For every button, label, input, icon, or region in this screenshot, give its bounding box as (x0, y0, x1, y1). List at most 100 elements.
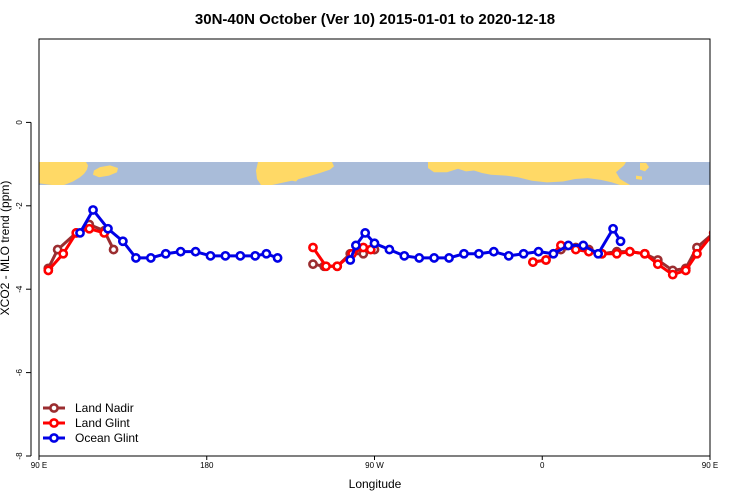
data-point-ocean-glint (518, 248, 529, 259)
data-point-ocean-glint (488, 246, 499, 257)
legend-item-land-nadir: Land Nadir (43, 401, 134, 415)
x-tick-label: 90 E (702, 461, 718, 470)
series-line-ocean-glint (719, 210, 750, 258)
x-axis-label: Longitude (349, 477, 402, 491)
data-point-land-glint (321, 261, 331, 272)
data-point-land-glint (708, 229, 710, 237)
data-point-land-nadir (708, 229, 710, 237)
land-mass (470, 163, 480, 168)
series-ocean-glint (75, 205, 750, 265)
data-point-land-glint (692, 248, 702, 259)
land-mass (39, 162, 88, 185)
data-point-ocean-glint (145, 253, 156, 263)
data-point-ocean-glint (250, 250, 261, 261)
legend-swatch-marker (49, 403, 59, 413)
data-point-land-glint (624, 246, 635, 257)
data-point-ocean-glint (205, 250, 216, 261)
data-point-ocean-glint (533, 246, 544, 257)
data-point-land-glint (358, 242, 369, 253)
legend-swatch-marker (49, 433, 59, 443)
data-point-ocean-glint (261, 248, 272, 259)
data-point-land-glint (611, 248, 622, 259)
data-point-ocean-glint (175, 246, 186, 257)
x-axis: 90 E 180 90 W 0 90 E (31, 456, 718, 470)
chart-title: 30N-40N October (Ver 10) 2015-01-01 to 2… (195, 11, 555, 28)
data-point-ocean-glint (723, 206, 730, 213)
land-mass (93, 165, 118, 178)
world-map-strip (39, 162, 710, 185)
data-point-ocean-glint (345, 255, 356, 265)
data-point-ocean-glint (75, 228, 85, 238)
data-point-ocean-glint (235, 250, 246, 261)
data-point-land-glint (541, 255, 551, 265)
land-mass (516, 162, 523, 167)
data-point-land-glint (667, 269, 678, 280)
y-tick-label: 0 (15, 120, 24, 125)
data-point-land-nadir (725, 221, 732, 228)
legend-label: Land Nadir (75, 401, 134, 415)
data-point-land-glint (570, 244, 581, 255)
data-point-land-glint (58, 248, 69, 259)
data-point-ocean-glint (399, 250, 410, 261)
data-point-ocean-glint (360, 228, 371, 238)
data-point-ocean-glint (444, 253, 454, 263)
legend-item-ocean-glint: Ocean Glint (43, 431, 139, 445)
data-point-ocean-glint (578, 240, 589, 251)
data-point-ocean-glint (503, 250, 514, 261)
data-point-ocean-glint (563, 240, 574, 251)
data-point-land-glint (528, 257, 538, 267)
legend-swatch-marker (49, 418, 59, 428)
data-point-ocean-glint (131, 253, 141, 263)
data-point-land-glint (652, 259, 663, 270)
data-point-ocean-glint (414, 253, 425, 263)
data-point-ocean-glint (117, 236, 128, 247)
x-tick-label: 90 W (365, 461, 384, 470)
land-mass (256, 162, 334, 185)
land-mass (428, 162, 630, 185)
land-mass (640, 162, 649, 172)
data-point-ocean-glint (88, 205, 98, 215)
series-layer (43, 205, 750, 280)
data-point-ocean-glint (593, 248, 604, 259)
data-point-land-glint (725, 223, 732, 230)
legend-label: Ocean Glint (75, 431, 139, 445)
data-point-ocean-glint (384, 244, 395, 255)
data-point-land-glint (738, 229, 745, 236)
data-point-ocean-glint (459, 248, 469, 259)
data-point-ocean-glint (350, 240, 361, 251)
x-tick-label: 0 (540, 461, 545, 470)
data-point-ocean-glint (429, 253, 440, 263)
data-point-land-glint (84, 223, 95, 234)
y-axis: 0 -2 -4 -6 -8 (15, 120, 32, 460)
data-point-land-nadir (108, 244, 119, 255)
y-tick-label: -8 (15, 452, 24, 460)
land-mass (288, 173, 300, 182)
data-point-ocean-glint (615, 236, 626, 247)
data-point-land-nadir (738, 227, 745, 234)
legend-item-land-glint: Land Glint (43, 416, 130, 430)
data-point-ocean-glint (220, 250, 231, 261)
data-point-land-glint (43, 265, 54, 276)
x-tick-label: 90 E (31, 461, 47, 470)
data-point-ocean-glint (103, 223, 113, 234)
land-mass (636, 175, 642, 180)
series-land-nadir (43, 219, 745, 276)
data-point-ocean-glint (473, 248, 484, 259)
data-point-ocean-glint (716, 229, 723, 236)
y-tick-label: -6 (15, 368, 24, 376)
data-point-ocean-glint (738, 225, 745, 232)
y-axis-label: XCO2 - MLO trend (ppm) (0, 181, 12, 316)
data-point-land-nadir (308, 259, 318, 270)
data-point-ocean-glint (272, 253, 283, 263)
data-point-land-glint (639, 248, 650, 259)
x-tick-label: 180 (200, 461, 214, 470)
data-point-ocean-glint (548, 248, 559, 259)
legend-label: Land Glint (75, 416, 130, 430)
data-point-ocean-glint (369, 238, 380, 249)
y-tick-label: -4 (15, 285, 24, 293)
data-point-land-glint (680, 265, 691, 276)
y-tick-label: -2 (15, 202, 24, 210)
data-point-ocean-glint (608, 223, 618, 234)
